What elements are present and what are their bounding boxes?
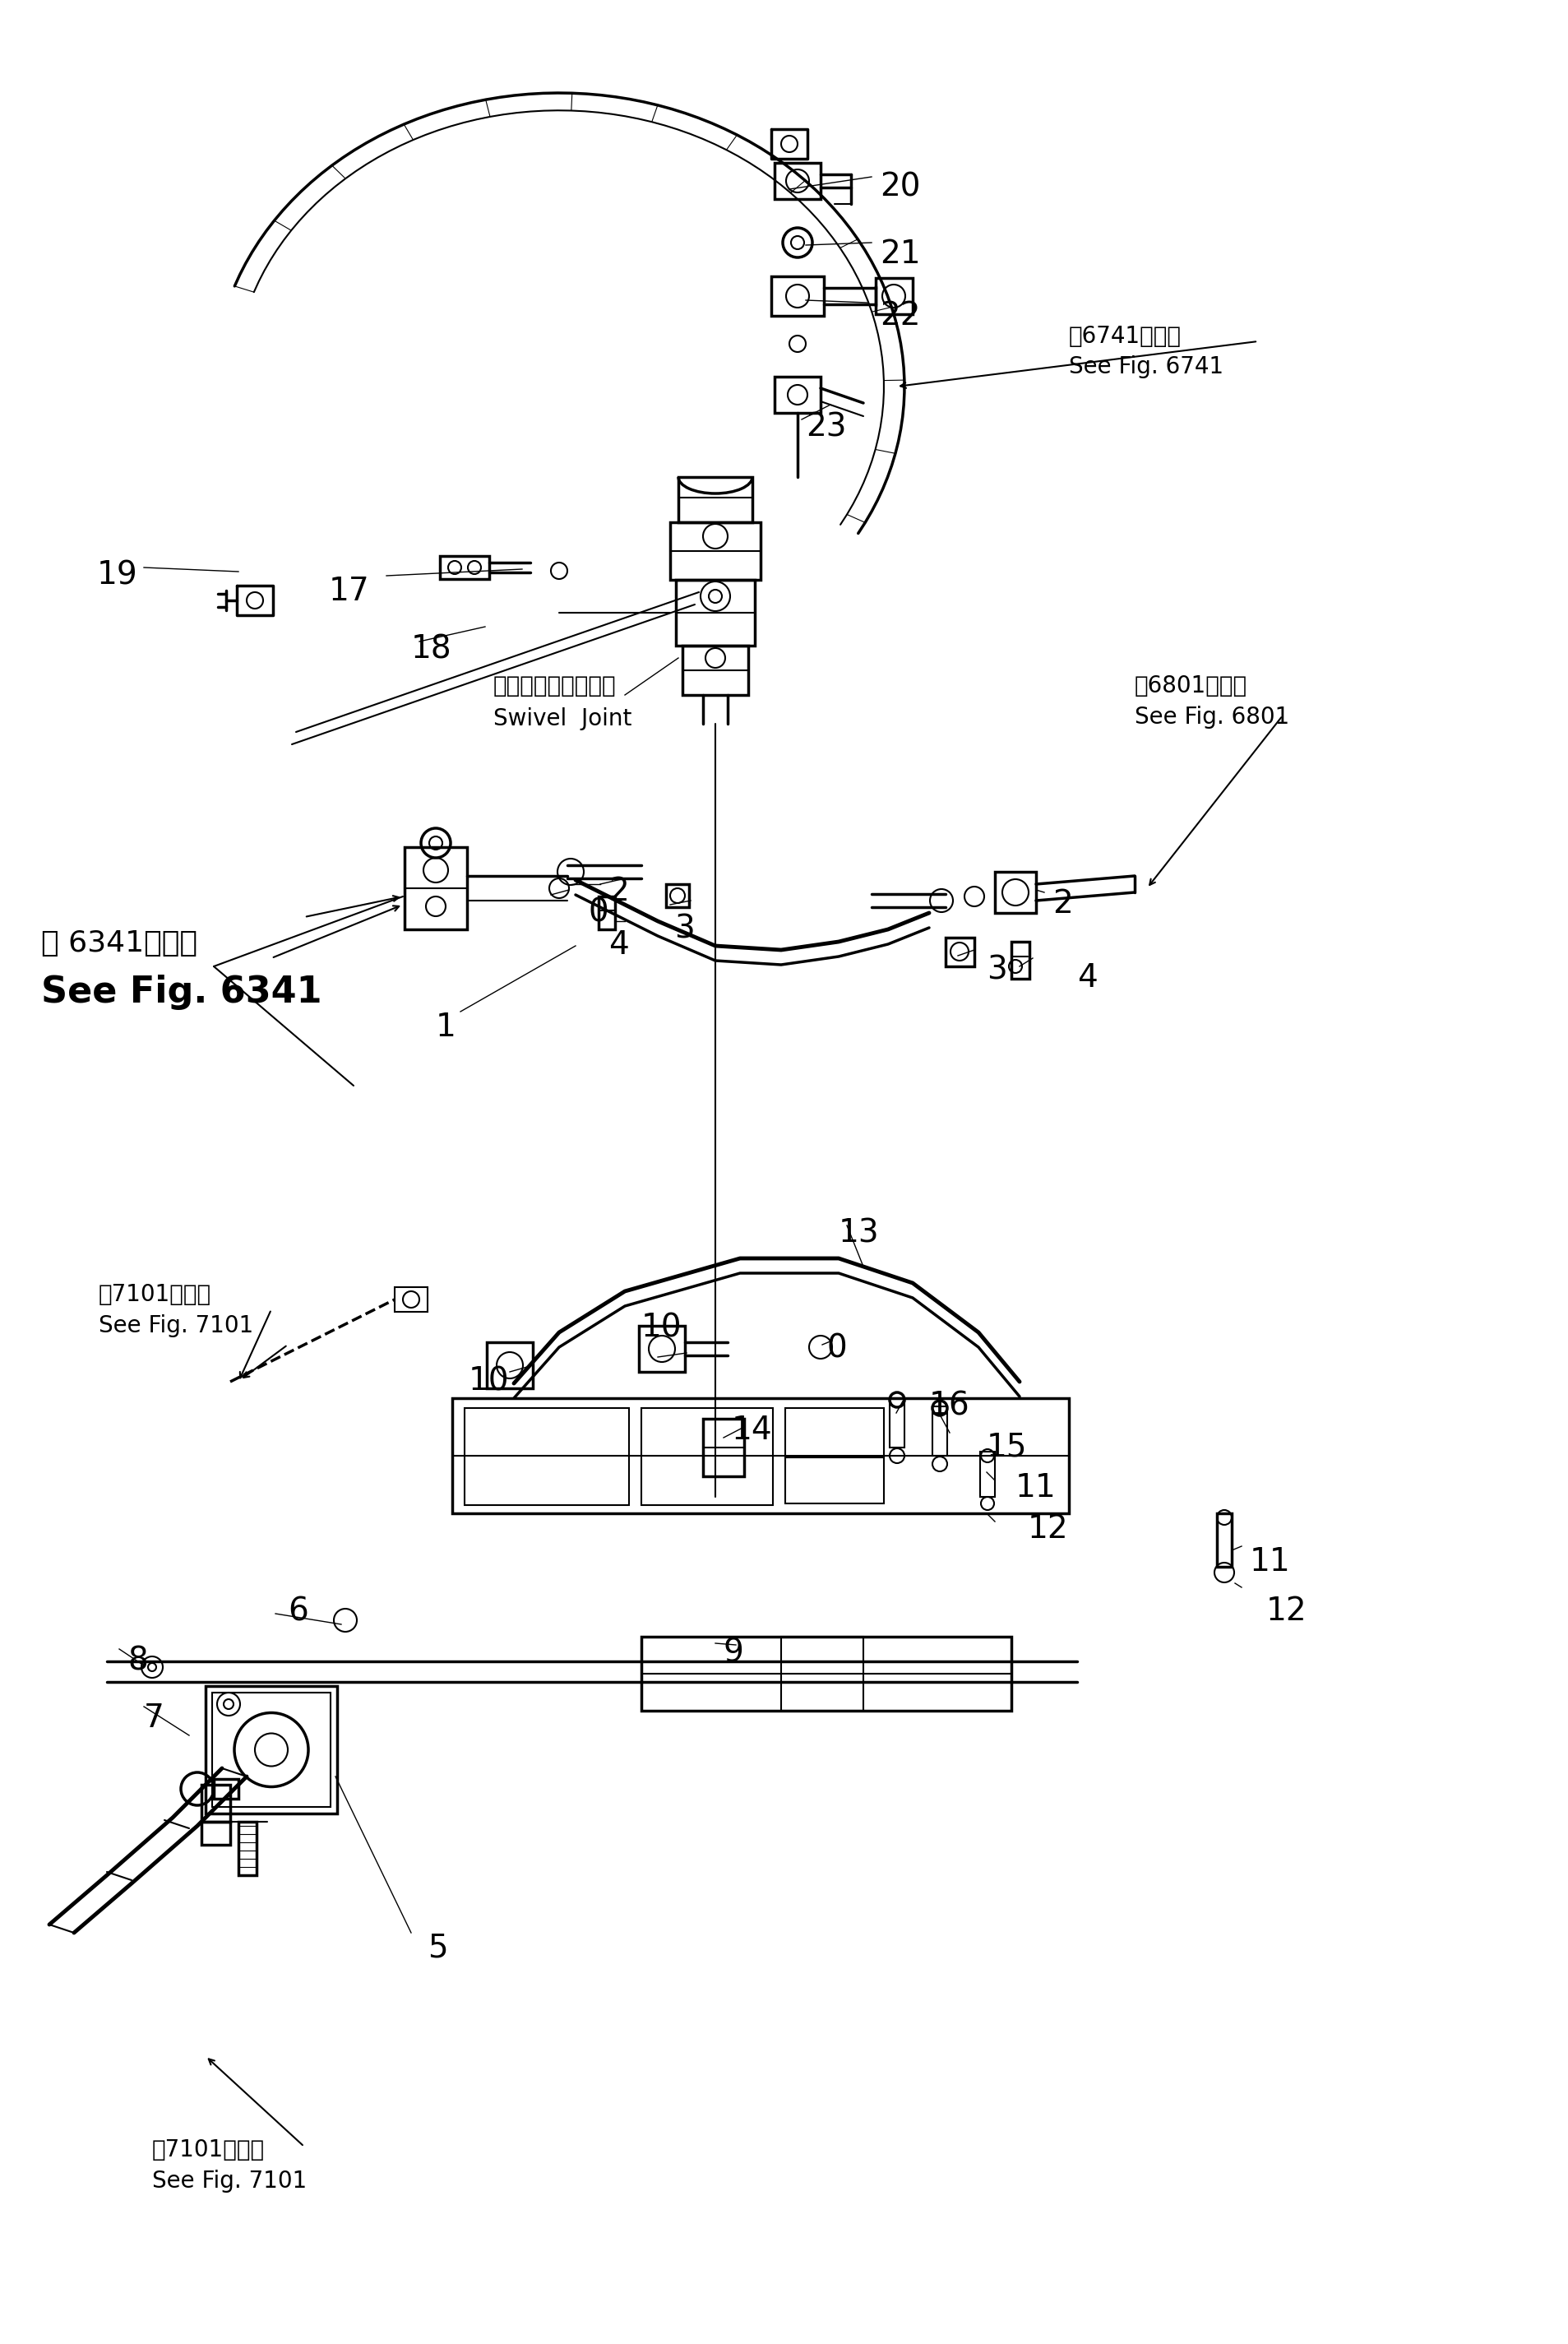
Text: 10: 10: [469, 1364, 510, 1397]
Text: 1: 1: [436, 1013, 456, 1043]
Text: スイベルジョイント: スイベルジョイント: [494, 675, 616, 699]
Text: 21: 21: [880, 239, 920, 270]
Text: 4: 4: [1077, 963, 1098, 994]
Bar: [205, 1685, 337, 1814]
Text: 20: 20: [880, 171, 920, 202]
Text: 7: 7: [144, 1702, 165, 1735]
Text: 2: 2: [608, 877, 629, 907]
Text: Swivel  Joint: Swivel Joint: [494, 708, 632, 731]
Bar: [641, 1409, 773, 1505]
Bar: [1217, 1514, 1232, 1566]
Bar: [441, 556, 489, 579]
Bar: [641, 1636, 1011, 1711]
Text: 12: 12: [1027, 1514, 1069, 1545]
Text: 0: 0: [826, 1331, 847, 1364]
Bar: [670, 523, 760, 579]
Text: 18: 18: [411, 633, 452, 666]
Text: 14: 14: [732, 1416, 773, 1446]
Text: See Fig. 7101: See Fig. 7101: [152, 2171, 307, 2192]
Text: 6: 6: [289, 1596, 309, 1627]
Text: See Fig. 6801: See Fig. 6801: [1135, 706, 1289, 729]
Bar: [464, 1409, 629, 1505]
Text: 第6741図参照: 第6741図参照: [1069, 326, 1182, 347]
Text: 13: 13: [839, 1217, 880, 1249]
Bar: [201, 1821, 230, 1845]
Bar: [638, 1327, 685, 1371]
Text: 0: 0: [588, 895, 608, 928]
Text: 4: 4: [608, 928, 629, 961]
Text: 第6801図参照: 第6801図参照: [1135, 675, 1248, 699]
Bar: [1011, 942, 1030, 980]
Text: 17: 17: [329, 577, 370, 607]
Text: See Fig. 6741: See Fig. 6741: [1069, 356, 1223, 377]
Bar: [933, 1406, 947, 1456]
Bar: [875, 279, 913, 314]
Text: 11: 11: [1250, 1547, 1290, 1578]
Bar: [679, 478, 753, 523]
Text: 23: 23: [806, 410, 847, 443]
Text: 第 6341図参照: 第 6341図参照: [41, 928, 198, 956]
Text: See Fig. 6341: See Fig. 6341: [41, 975, 321, 1010]
Bar: [996, 872, 1036, 912]
Text: 第7101図参照: 第7101図参照: [99, 1282, 212, 1306]
Bar: [405, 846, 467, 928]
Bar: [212, 1692, 331, 1807]
Bar: [775, 162, 820, 199]
Text: 2: 2: [1052, 888, 1073, 919]
Bar: [775, 377, 820, 413]
Text: 15: 15: [986, 1432, 1027, 1463]
Text: 3: 3: [986, 954, 1007, 984]
Bar: [599, 895, 615, 928]
Bar: [238, 1821, 257, 1875]
Bar: [395, 1287, 428, 1313]
Bar: [781, 1636, 864, 1711]
Bar: [676, 579, 754, 645]
Bar: [889, 1397, 905, 1449]
Bar: [213, 1779, 238, 1798]
Text: 16: 16: [930, 1390, 971, 1420]
Bar: [666, 884, 688, 907]
Text: 3: 3: [674, 912, 695, 945]
Bar: [786, 1458, 884, 1503]
Text: 22: 22: [880, 300, 920, 331]
Bar: [980, 1451, 996, 1498]
Text: 5: 5: [428, 1934, 448, 1964]
Bar: [702, 1418, 745, 1477]
Text: 第7101図参照: 第7101図参照: [152, 2138, 265, 2161]
Bar: [452, 1397, 1069, 1514]
Bar: [682, 645, 748, 694]
Text: 11: 11: [1016, 1472, 1057, 1503]
Text: See Fig. 7101: See Fig. 7101: [99, 1315, 254, 1338]
Bar: [786, 1409, 884, 1458]
Text: 9: 9: [723, 1636, 745, 1669]
Bar: [486, 1343, 533, 1388]
Bar: [771, 277, 823, 316]
Text: 12: 12: [1267, 1596, 1308, 1627]
Text: 10: 10: [641, 1313, 682, 1343]
Bar: [946, 938, 974, 966]
Bar: [201, 1784, 230, 1821]
Text: 8: 8: [127, 1645, 147, 1676]
Text: 19: 19: [97, 560, 138, 591]
